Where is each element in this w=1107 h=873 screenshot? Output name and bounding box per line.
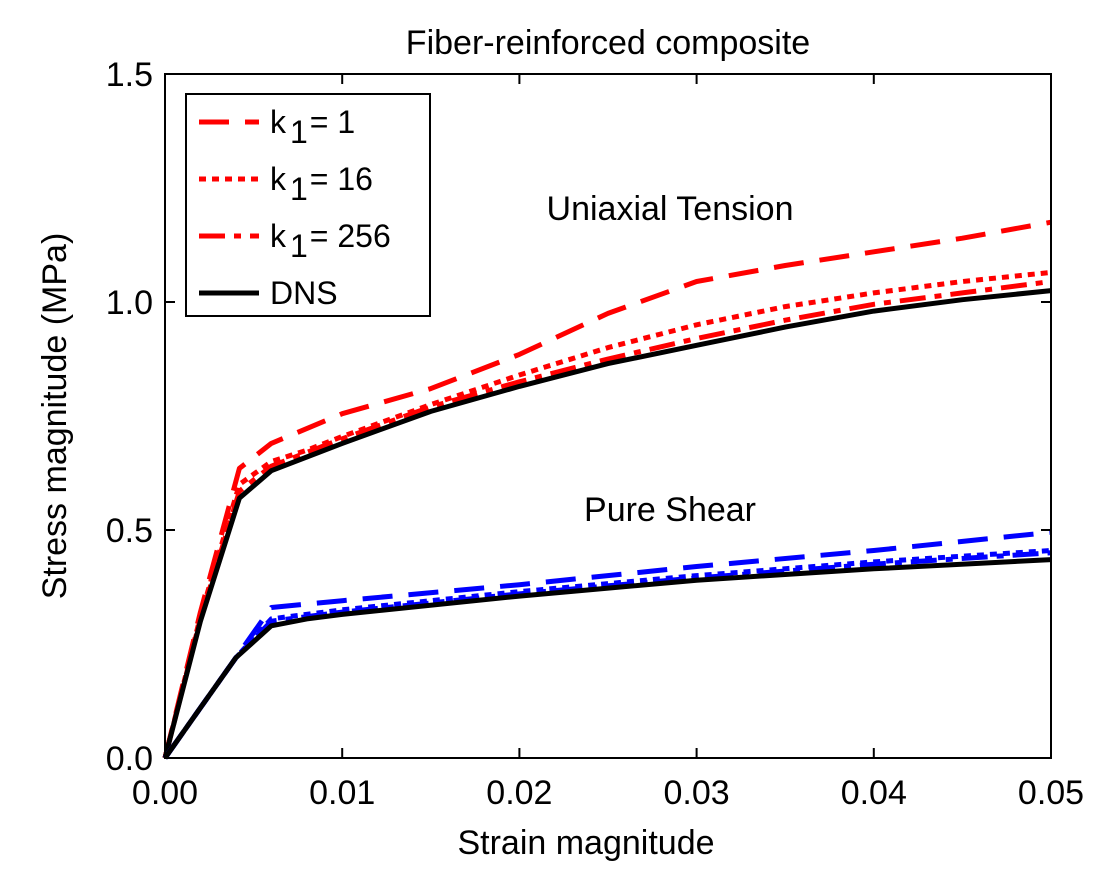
plot-frame (164, 73, 1052, 759)
x-tick-label: 0.02 (486, 774, 552, 812)
x-tick-label: 0.03 (664, 774, 730, 812)
y-axis-title: Stress magnitude (MPa) (36, 233, 74, 600)
series-line-pure-shear-solid (162, 557, 1052, 760)
series-line-uniaxial-tension-dashdot (162, 279, 1052, 759)
y-tick-label: 0.0 (106, 740, 153, 778)
x-tick-label: 0.05 (1018, 774, 1084, 812)
y-tick-label: 1.5 (106, 56, 153, 94)
legend-label: k 1= 16 (270, 161, 373, 207)
annotation-uniaxial-tension: Uniaxial Tension (547, 190, 794, 228)
curves-layer (162, 219, 1052, 760)
x-axis-title: Strain magnitude (457, 824, 714, 862)
series-line-pure-shear-dotted (162, 548, 1052, 760)
legend: k 1= 1 k 1= 16 k 1= 256 DNS (185, 93, 431, 317)
annotation-pure-shear: Pure Shear (584, 491, 756, 529)
legend-label: DNS (270, 275, 338, 311)
x-tick-label: 0.01 (309, 774, 375, 812)
x-tick-label: 0.00 (132, 774, 198, 812)
series-line-uniaxial-tension-solid (162, 288, 1052, 759)
legend-box (185, 93, 431, 317)
annotations-layer: Uniaxial Tension Pure Shear (547, 190, 794, 529)
series-line-pure-shear-dashed (162, 529, 1052, 760)
y-tick-label: 0.5 (106, 512, 153, 550)
y-tick-label: 1.0 (106, 284, 153, 322)
ticks-layer: 0.00 0.01 0.02 0.03 0.04 0.05 0.0 0.5 1.0 1.5 (106, 56, 1084, 812)
legend-label: k 1= 1 (270, 104, 355, 150)
chart-title: Fiber-reinforced composite (406, 24, 810, 62)
legend-label: k 1= 256 (270, 218, 391, 264)
series-line-uniaxial-tension-dashed (162, 219, 1052, 759)
x-tick-label: 0.04 (841, 774, 907, 812)
series-line-uniaxial-tension-dotted (162, 269, 1052, 759)
series-line-pure-shear-dashdot (162, 550, 1052, 760)
